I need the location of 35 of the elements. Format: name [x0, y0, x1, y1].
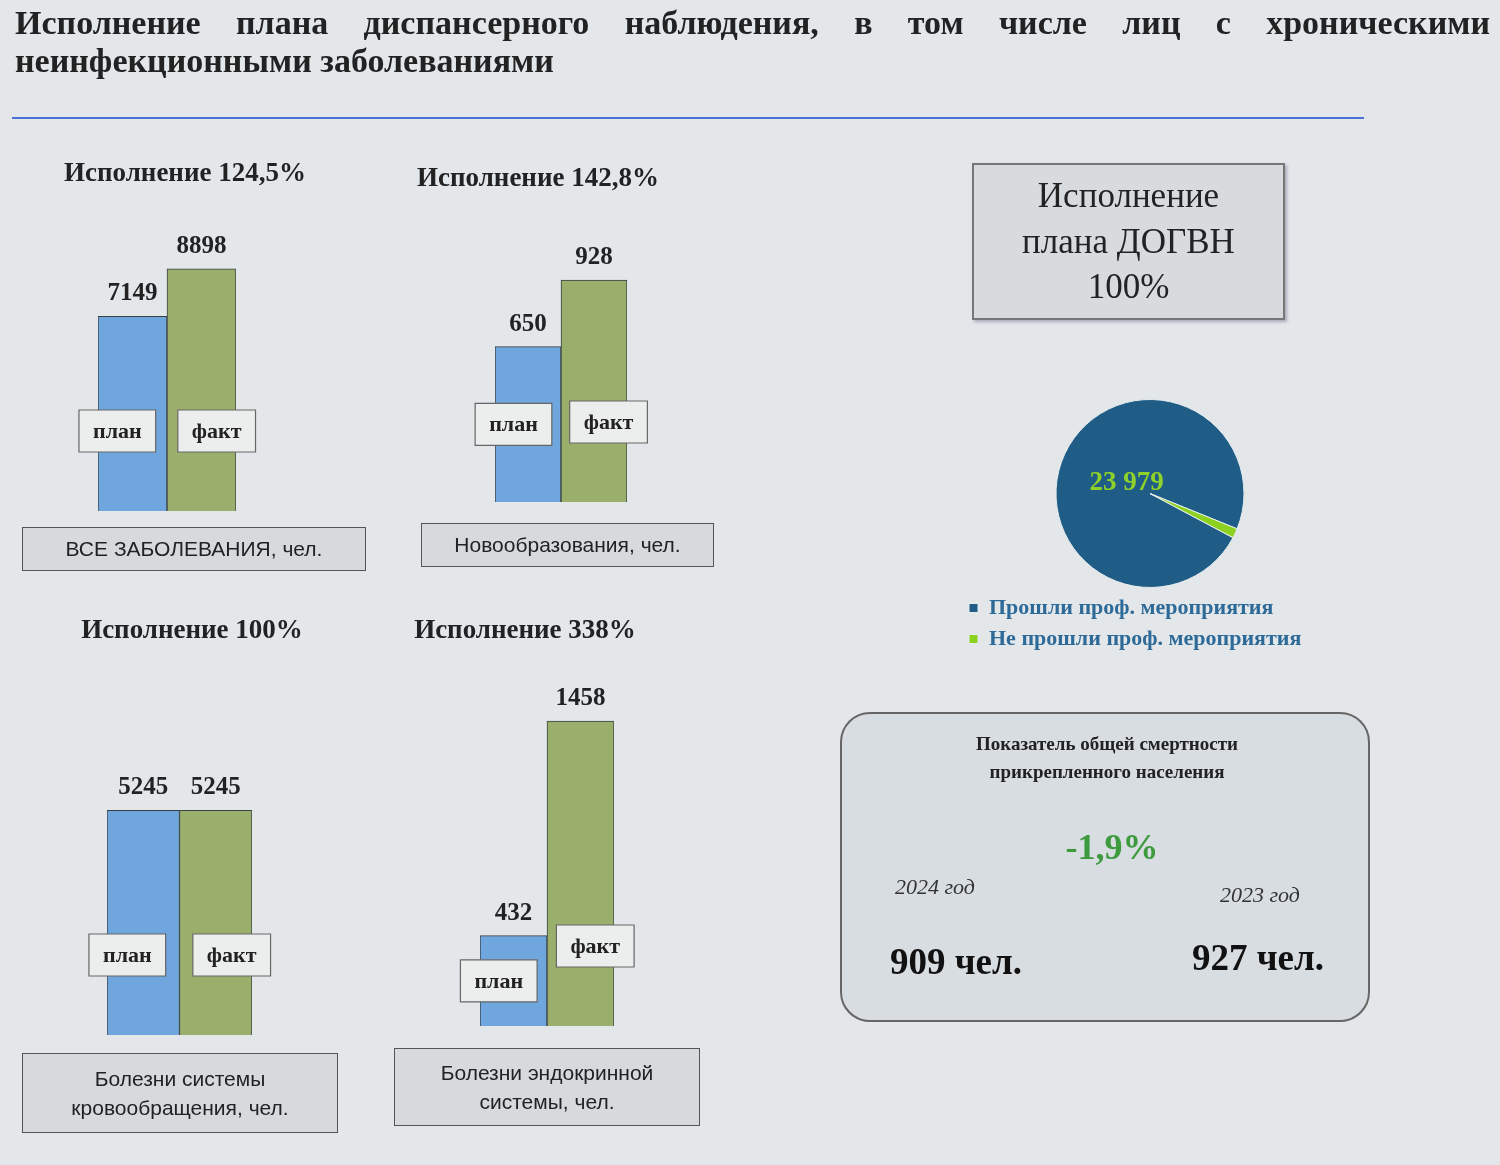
- chart-title: Исполнение 124,5%: [63, 156, 307, 189]
- text: 909 чел.: [890, 940, 1023, 983]
- text: Показатель общей смертности прикрепленного населения: [974, 732, 1240, 784]
- x-tick-label: факт: [191, 417, 242, 443]
- text: Исполнение плана ДОГВН 100%: [1021, 175, 1236, 309]
- data-label: 7149: [107, 278, 158, 306]
- x-tick-label: план: [102, 941, 152, 967]
- x-axis-title: ВСЕ ЗАБОЛЕВАНИЯ, чел.: [22, 527, 366, 571]
- x-tick-label: факт: [206, 941, 257, 967]
- data-label: 5245: [118, 772, 169, 800]
- data-label: 650: [509, 308, 547, 336]
- x-axis-title: Болезни системы кровообращения, чел.: [22, 1053, 338, 1133]
- legend-label: Прошли проф. мероприятия: [989, 593, 1274, 619]
- x-tick-label: план: [474, 967, 524, 993]
- x-tick-label: план: [489, 410, 539, 436]
- chart-title: Исполнение 142,8%: [416, 161, 660, 194]
- x-axis-title: Болезни эндокринной системы, чел.: [394, 1048, 700, 1126]
- x-axis-title: Новообразования, чел.: [421, 523, 714, 567]
- x-tick-label: план: [92, 417, 142, 443]
- data-label: 928: [575, 242, 613, 270]
- data-label: 8898: [176, 230, 227, 258]
- chart-title: Исполнение 338%: [413, 613, 637, 646]
- data-label: 432: [494, 897, 533, 925]
- text: 2023 год: [1220, 882, 1300, 908]
- text: Исполнение плана диспансерного наблюдения, в том числе лиц с хроническими неинфекционными заболеваниями: [15, 4, 1490, 81]
- data-label: 23 979: [1089, 465, 1164, 496]
- data-label: 1458: [555, 682, 606, 710]
- text: -1,9%: [1065, 826, 1159, 868]
- legend-label: Не прошли проф. мероприятия: [989, 624, 1302, 650]
- x-tick-label: факт: [570, 932, 621, 958]
- text: 927 чел.: [1192, 936, 1325, 979]
- data-label: 5245: [190, 772, 241, 800]
- text: 2024 год: [895, 874, 975, 900]
- chart-title: Исполнение 100%: [80, 613, 304, 646]
- x-tick-label: факт: [583, 408, 634, 434]
